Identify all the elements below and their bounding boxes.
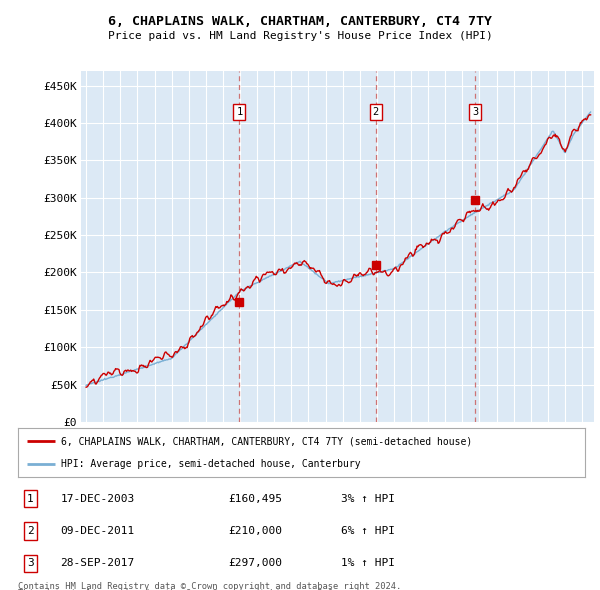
- Text: 1: 1: [236, 107, 242, 117]
- Text: £160,495: £160,495: [228, 494, 282, 504]
- Text: 6, CHAPLAINS WALK, CHARTHAM, CANTERBURY, CT4 7TY (semi-detached house): 6, CHAPLAINS WALK, CHARTHAM, CANTERBURY,…: [61, 437, 472, 447]
- Text: 2: 2: [27, 526, 34, 536]
- Text: £210,000: £210,000: [228, 526, 282, 536]
- Text: This data is licensed under the Open Government Licence v3.0.: This data is licensed under the Open Gov…: [18, 589, 338, 590]
- Text: 1% ↑ HPI: 1% ↑ HPI: [341, 558, 395, 568]
- Text: 17-DEC-2003: 17-DEC-2003: [61, 494, 135, 504]
- Text: 3: 3: [27, 558, 34, 568]
- Text: 6% ↑ HPI: 6% ↑ HPI: [341, 526, 395, 536]
- Text: Price paid vs. HM Land Registry's House Price Index (HPI): Price paid vs. HM Land Registry's House …: [107, 31, 493, 41]
- Text: Contains HM Land Registry data © Crown copyright and database right 2024.: Contains HM Land Registry data © Crown c…: [18, 582, 401, 590]
- Text: HPI: Average price, semi-detached house, Canterbury: HPI: Average price, semi-detached house,…: [61, 458, 360, 468]
- Text: 3% ↑ HPI: 3% ↑ HPI: [341, 494, 395, 504]
- Text: 2: 2: [373, 107, 379, 117]
- Text: 09-DEC-2011: 09-DEC-2011: [61, 526, 135, 536]
- Text: £297,000: £297,000: [228, 558, 282, 568]
- Text: 6, CHAPLAINS WALK, CHARTHAM, CANTERBURY, CT4 7TY: 6, CHAPLAINS WALK, CHARTHAM, CANTERBURY,…: [108, 15, 492, 28]
- Text: 28-SEP-2017: 28-SEP-2017: [61, 558, 135, 568]
- Text: 1: 1: [27, 494, 34, 504]
- Text: 3: 3: [472, 107, 478, 117]
